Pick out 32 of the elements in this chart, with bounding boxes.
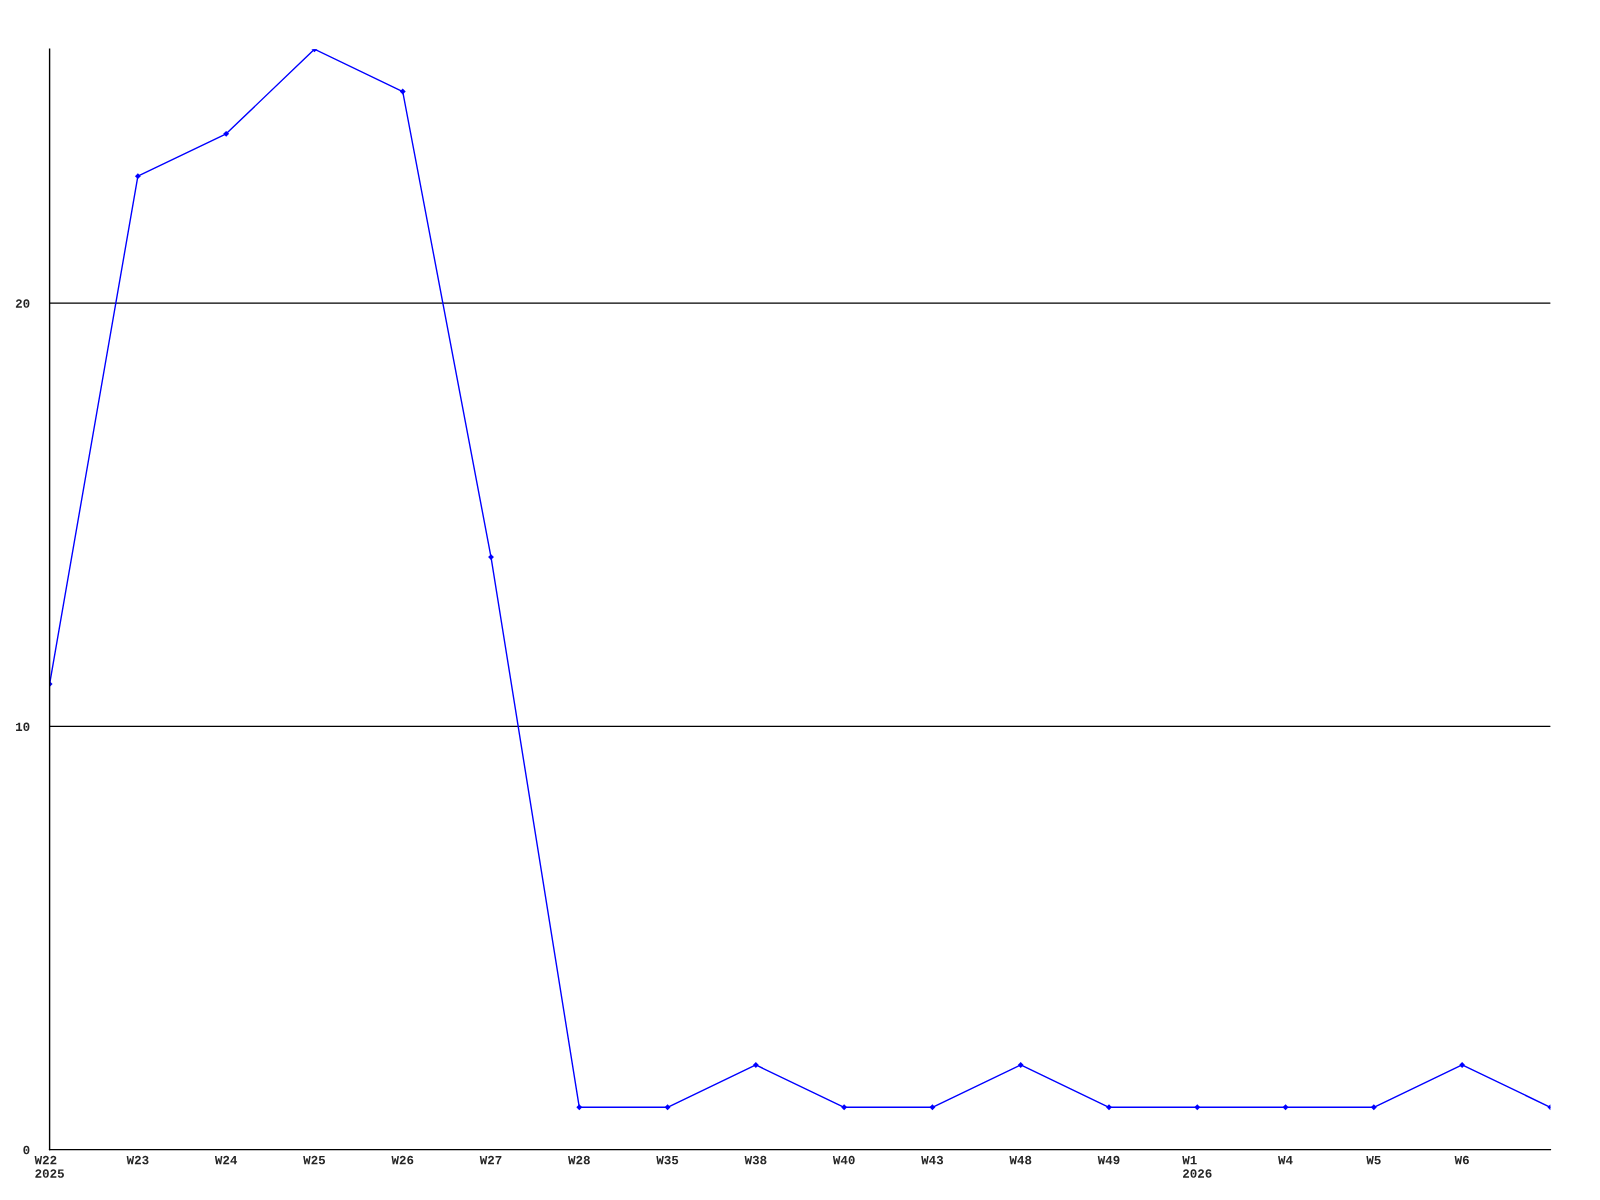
x-tick-label: W28 [568, 1155, 590, 1165]
x-tick-label: W4 [1278, 1155, 1293, 1165]
x-tick-label: W26 [391, 1155, 414, 1165]
y-tick-label: 10 [15, 722, 30, 732]
x-tick-label: W22 2025 [34, 1155, 64, 1178]
point [929, 1104, 936, 1111]
x-tick-label: W27 [479, 1155, 502, 1165]
x-tick-label: W24 [214, 1155, 238, 1165]
point [752, 1062, 759, 1068]
x-tick-label: W38 [744, 1155, 767, 1165]
point [399, 88, 406, 95]
x-tick-label: W25 [303, 1155, 326, 1165]
x-tick-label: W43 [921, 1155, 944, 1165]
x-tick-label: W6 [1454, 1155, 1469, 1165]
x-tick-label: W1 2026 [1182, 1155, 1212, 1178]
x-tick-label: W5 [1366, 1155, 1381, 1165]
x-tick-label: W40 [832, 1155, 855, 1165]
line-series [49, 49, 1551, 1111]
point [664, 1104, 671, 1111]
x-tick-label: W48 [1009, 1155, 1032, 1165]
y-tick-label: 20 [15, 299, 30, 308]
point [1459, 1062, 1466, 1068]
x-tick-label: W35 [656, 1155, 679, 1165]
y-tick-label: 0 [23, 1145, 30, 1155]
point [1282, 1104, 1289, 1111]
point [841, 1104, 848, 1111]
x-tick-label: W49 [1097, 1155, 1120, 1165]
point [1370, 1104, 1377, 1111]
point [1017, 1062, 1024, 1068]
point [488, 554, 494, 561]
x-tick-label: W23 [126, 1155, 149, 1165]
point [1106, 1104, 1112, 1111]
